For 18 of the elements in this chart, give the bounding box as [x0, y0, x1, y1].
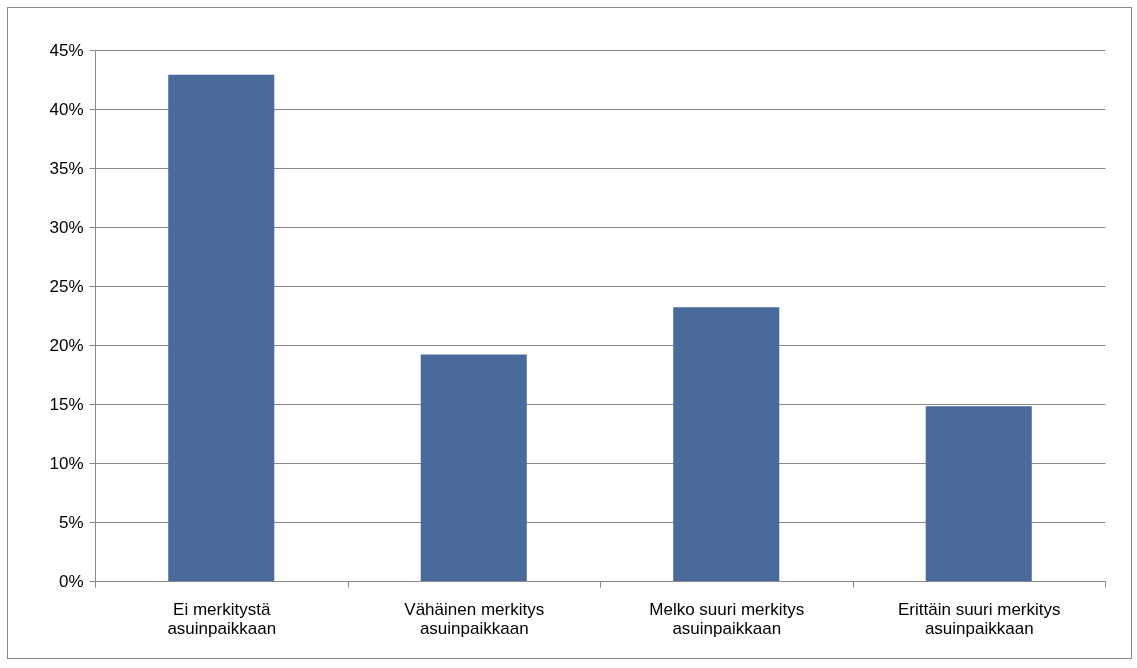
- y-tick-label: 5%: [58, 512, 84, 532]
- x-tick-label: Melko suuri merkitys asuinpaikkaan: [649, 599, 805, 638]
- y-tick-label: 45%: [49, 40, 84, 60]
- y-tick-label: 40%: [49, 99, 84, 119]
- bar: [673, 307, 780, 581]
- x-tick-label: Vähäinen merkitys asuinpaikkaan: [404, 599, 545, 638]
- y-tick-label: 15%: [49, 394, 84, 414]
- y-tick-label: 10%: [49, 453, 84, 473]
- x-tick-label: Erittäin suuri merkitys asuinpaikkaan: [898, 599, 1061, 638]
- y-tick-label: 30%: [49, 217, 84, 237]
- x-tick-label: Ei merkitystä asuinpaikkaan: [167, 599, 277, 638]
- y-tick-label: 25%: [49, 276, 84, 296]
- y-tick-label: 0%: [58, 571, 84, 591]
- bar: [168, 74, 275, 581]
- bar: [420, 354, 527, 581]
- bar: [925, 406, 1032, 581]
- y-tick-label: 20%: [49, 335, 84, 355]
- y-tick-label: 35%: [49, 158, 84, 178]
